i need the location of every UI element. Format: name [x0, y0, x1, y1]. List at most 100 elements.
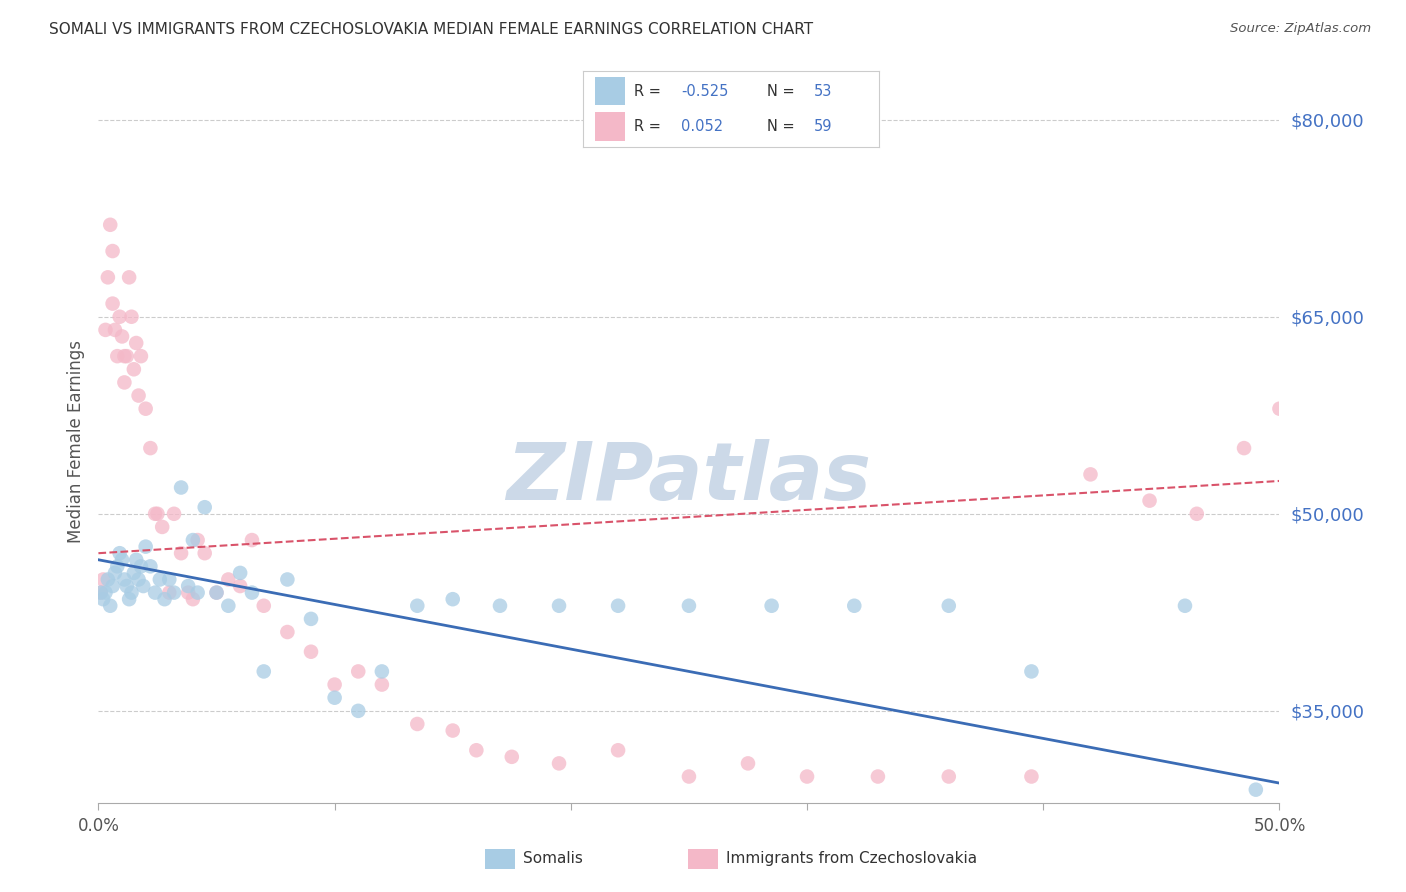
Point [501, 749, 523, 764]
Point [104, 566, 127, 580]
Point [105, 559, 128, 574]
Text: Somalis: Somalis [523, 851, 582, 866]
Point [94, 585, 117, 599]
Point [122, 566, 145, 580]
Point [163, 585, 186, 599]
Point [128, 388, 150, 402]
Point [132, 579, 155, 593]
Point [1021, 770, 1043, 784]
Point [146, 507, 169, 521]
Point [229, 566, 252, 580]
Text: SOMALI VS IMMIGRANTS FROM CZECHOSLOVAKIA MEDIAN FEMALE EARNINGS CORRELATION CHAR: SOMALI VS IMMIGRANTS FROM CZECHOSLOVAKIA… [49, 22, 813, 37]
Point [240, 533, 263, 547]
Point [111, 553, 134, 567]
Text: R =: R = [634, 120, 665, 134]
Point [299, 645, 322, 659]
Point [101, 244, 124, 258]
Point [1244, 782, 1267, 797]
Point [139, 559, 162, 574]
FancyBboxPatch shape [595, 77, 624, 105]
Point [139, 441, 162, 455]
Point [150, 520, 173, 534]
Text: ZIPatlas: ZIPatlas [506, 439, 872, 516]
Point [548, 599, 571, 613]
Point [737, 756, 759, 771]
Point [441, 592, 464, 607]
Point [406, 717, 429, 731]
Point [128, 573, 150, 587]
Point [121, 585, 143, 599]
Point [98, 599, 121, 613]
Point [205, 585, 228, 599]
Point [229, 579, 252, 593]
Point [97, 573, 120, 587]
Point [181, 533, 204, 547]
Point [94, 323, 117, 337]
Point [866, 770, 889, 784]
FancyBboxPatch shape [485, 848, 515, 869]
Point [323, 677, 346, 691]
Y-axis label: Median Female Earnings: Median Female Earnings [66, 340, 84, 543]
Point [101, 296, 124, 310]
Point [187, 585, 209, 599]
Point [90, 585, 112, 599]
Point [465, 743, 488, 757]
Point [118, 270, 141, 285]
Point [489, 599, 512, 613]
Point [276, 625, 298, 640]
Point [276, 573, 298, 587]
Point [217, 599, 239, 613]
Point [1233, 441, 1256, 455]
Point [796, 770, 818, 784]
Point [97, 270, 120, 285]
Point [115, 349, 138, 363]
Text: 0.052: 0.052 [681, 120, 723, 134]
Point [101, 579, 124, 593]
Point [607, 743, 630, 757]
Point [607, 599, 630, 613]
Point [122, 362, 145, 376]
Point [1080, 467, 1102, 482]
Point [347, 704, 370, 718]
Point [143, 585, 166, 599]
Point [108, 310, 131, 324]
Point [91, 573, 114, 587]
Point [1268, 401, 1291, 416]
Point [761, 599, 783, 613]
Text: Source: ZipAtlas.com: Source: ZipAtlas.com [1230, 22, 1371, 36]
Point [115, 579, 138, 593]
Point [253, 665, 276, 679]
Point [129, 559, 152, 574]
Point [112, 573, 135, 587]
Point [157, 585, 180, 599]
Point [153, 592, 176, 607]
Point [371, 665, 394, 679]
Point [217, 573, 239, 587]
Point [104, 323, 127, 337]
Point [125, 336, 148, 351]
Text: 53: 53 [814, 84, 832, 99]
Point [125, 553, 148, 567]
Point [205, 585, 228, 599]
Point [111, 329, 134, 343]
Point [548, 756, 571, 771]
Text: N =: N = [766, 84, 799, 99]
Point [112, 349, 135, 363]
Point [90, 585, 112, 599]
Point [135, 401, 157, 416]
Point [181, 592, 204, 607]
Point [938, 599, 960, 613]
Point [1174, 599, 1197, 613]
Text: R =: R = [634, 84, 665, 99]
Point [194, 500, 217, 515]
Point [441, 723, 464, 738]
Point [170, 481, 193, 495]
Point [170, 546, 193, 560]
Point [143, 507, 166, 521]
Point [240, 585, 263, 599]
Point [105, 349, 128, 363]
Point [157, 573, 180, 587]
Point [112, 376, 135, 390]
Point [938, 770, 960, 784]
Point [371, 677, 394, 691]
